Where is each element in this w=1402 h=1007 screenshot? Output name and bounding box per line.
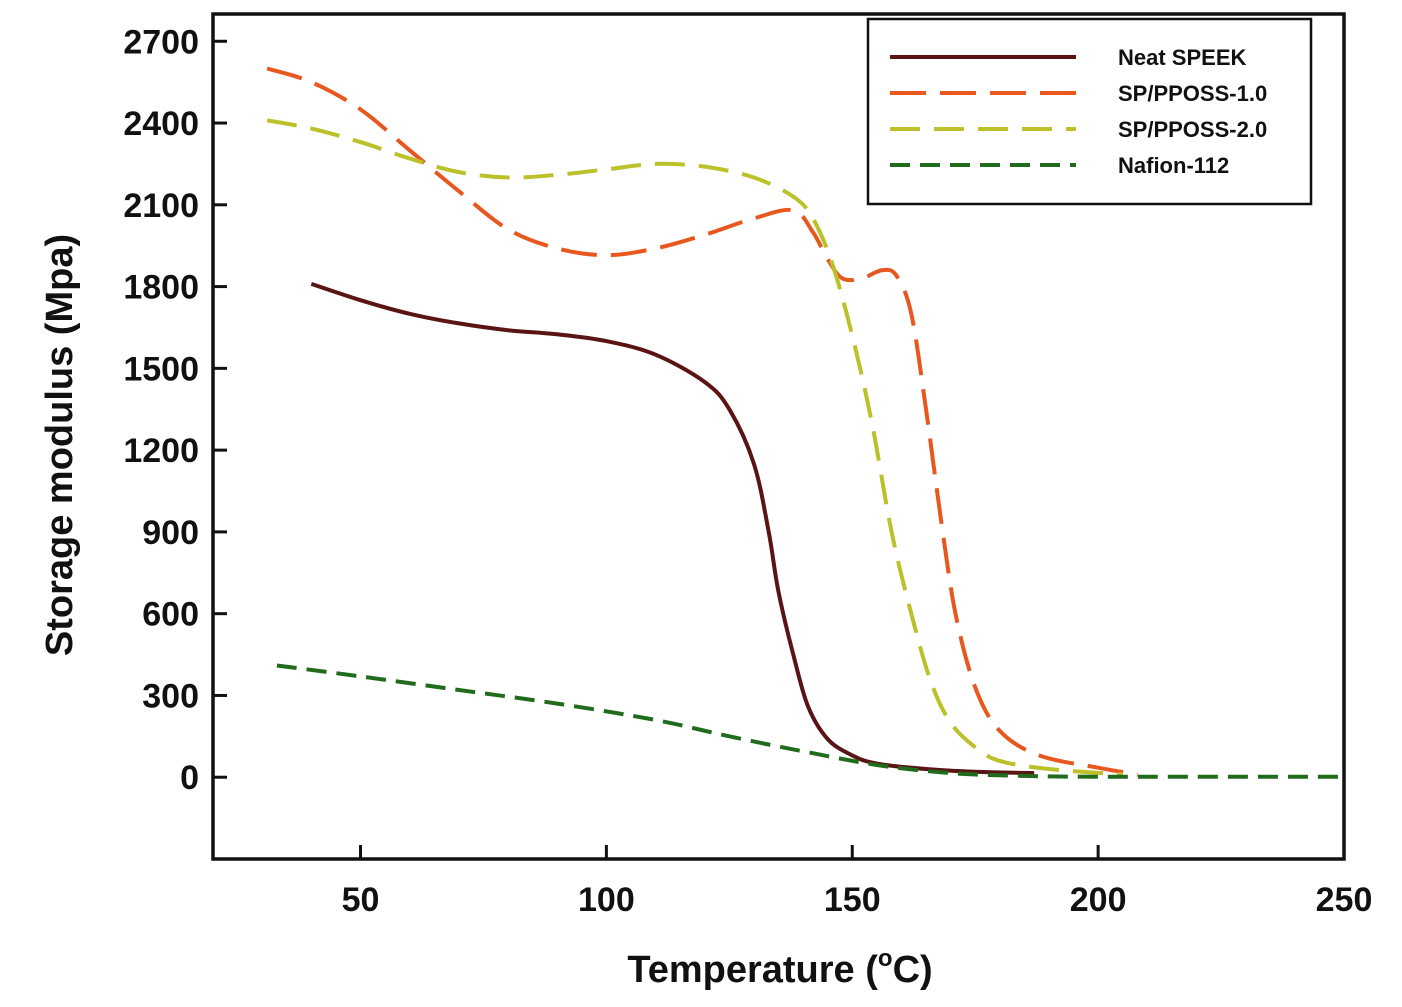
legend-label-4: Nafion-112 [1118,153,1229,178]
x-axis-title: Temperature (oC) [627,945,932,991]
x-tick-label: 100 [578,881,635,919]
series-line-4 [276,663,1345,779]
legend-box [866,17,1313,206]
y-tick-label: 900 [142,514,199,552]
x-tick-label: 200 [1070,881,1127,919]
series-line-3 [266,118,1123,777]
x-axis-ticks: 50 100 150 200 250 [342,845,1373,919]
plot-frame [211,12,1346,861]
x-tick-label: 50 [342,881,380,919]
x-tick-label: 250 [1316,881,1373,919]
plot-area [211,12,1346,861]
y-tick-label: 2400 [123,105,199,143]
y-tick-label: 0 [180,759,199,797]
x-tick-label: 150 [824,881,881,919]
series-line-1 [310,282,1035,776]
y-tick-label: 1200 [123,432,199,470]
legend-label-1: Neat SPEEK [1118,45,1246,70]
y-axis-ticks: 0 300 600 900 1200 1500 1800 2100 2400 2700 [123,23,227,797]
y-tick-label: 300 [142,677,199,715]
y-tick-label: 1800 [123,269,199,307]
y-tick-label: 2100 [123,187,199,225]
y-tick-label: 2700 [123,23,199,61]
y-axis-title: Storage modulus (Mpa) [39,234,81,656]
y-tick-label: 1500 [123,350,199,388]
legend-label-3: SP/PPOSS-2.0 [1118,117,1267,142]
legend-label-2: SP/PPOSS-1.0 [1118,81,1267,106]
y-tick-label: 600 [142,596,199,634]
legend: Neat SPEEK SP/PPOSS-1.0 SP/PPOSS-2.0 Nafion… [866,17,1313,206]
